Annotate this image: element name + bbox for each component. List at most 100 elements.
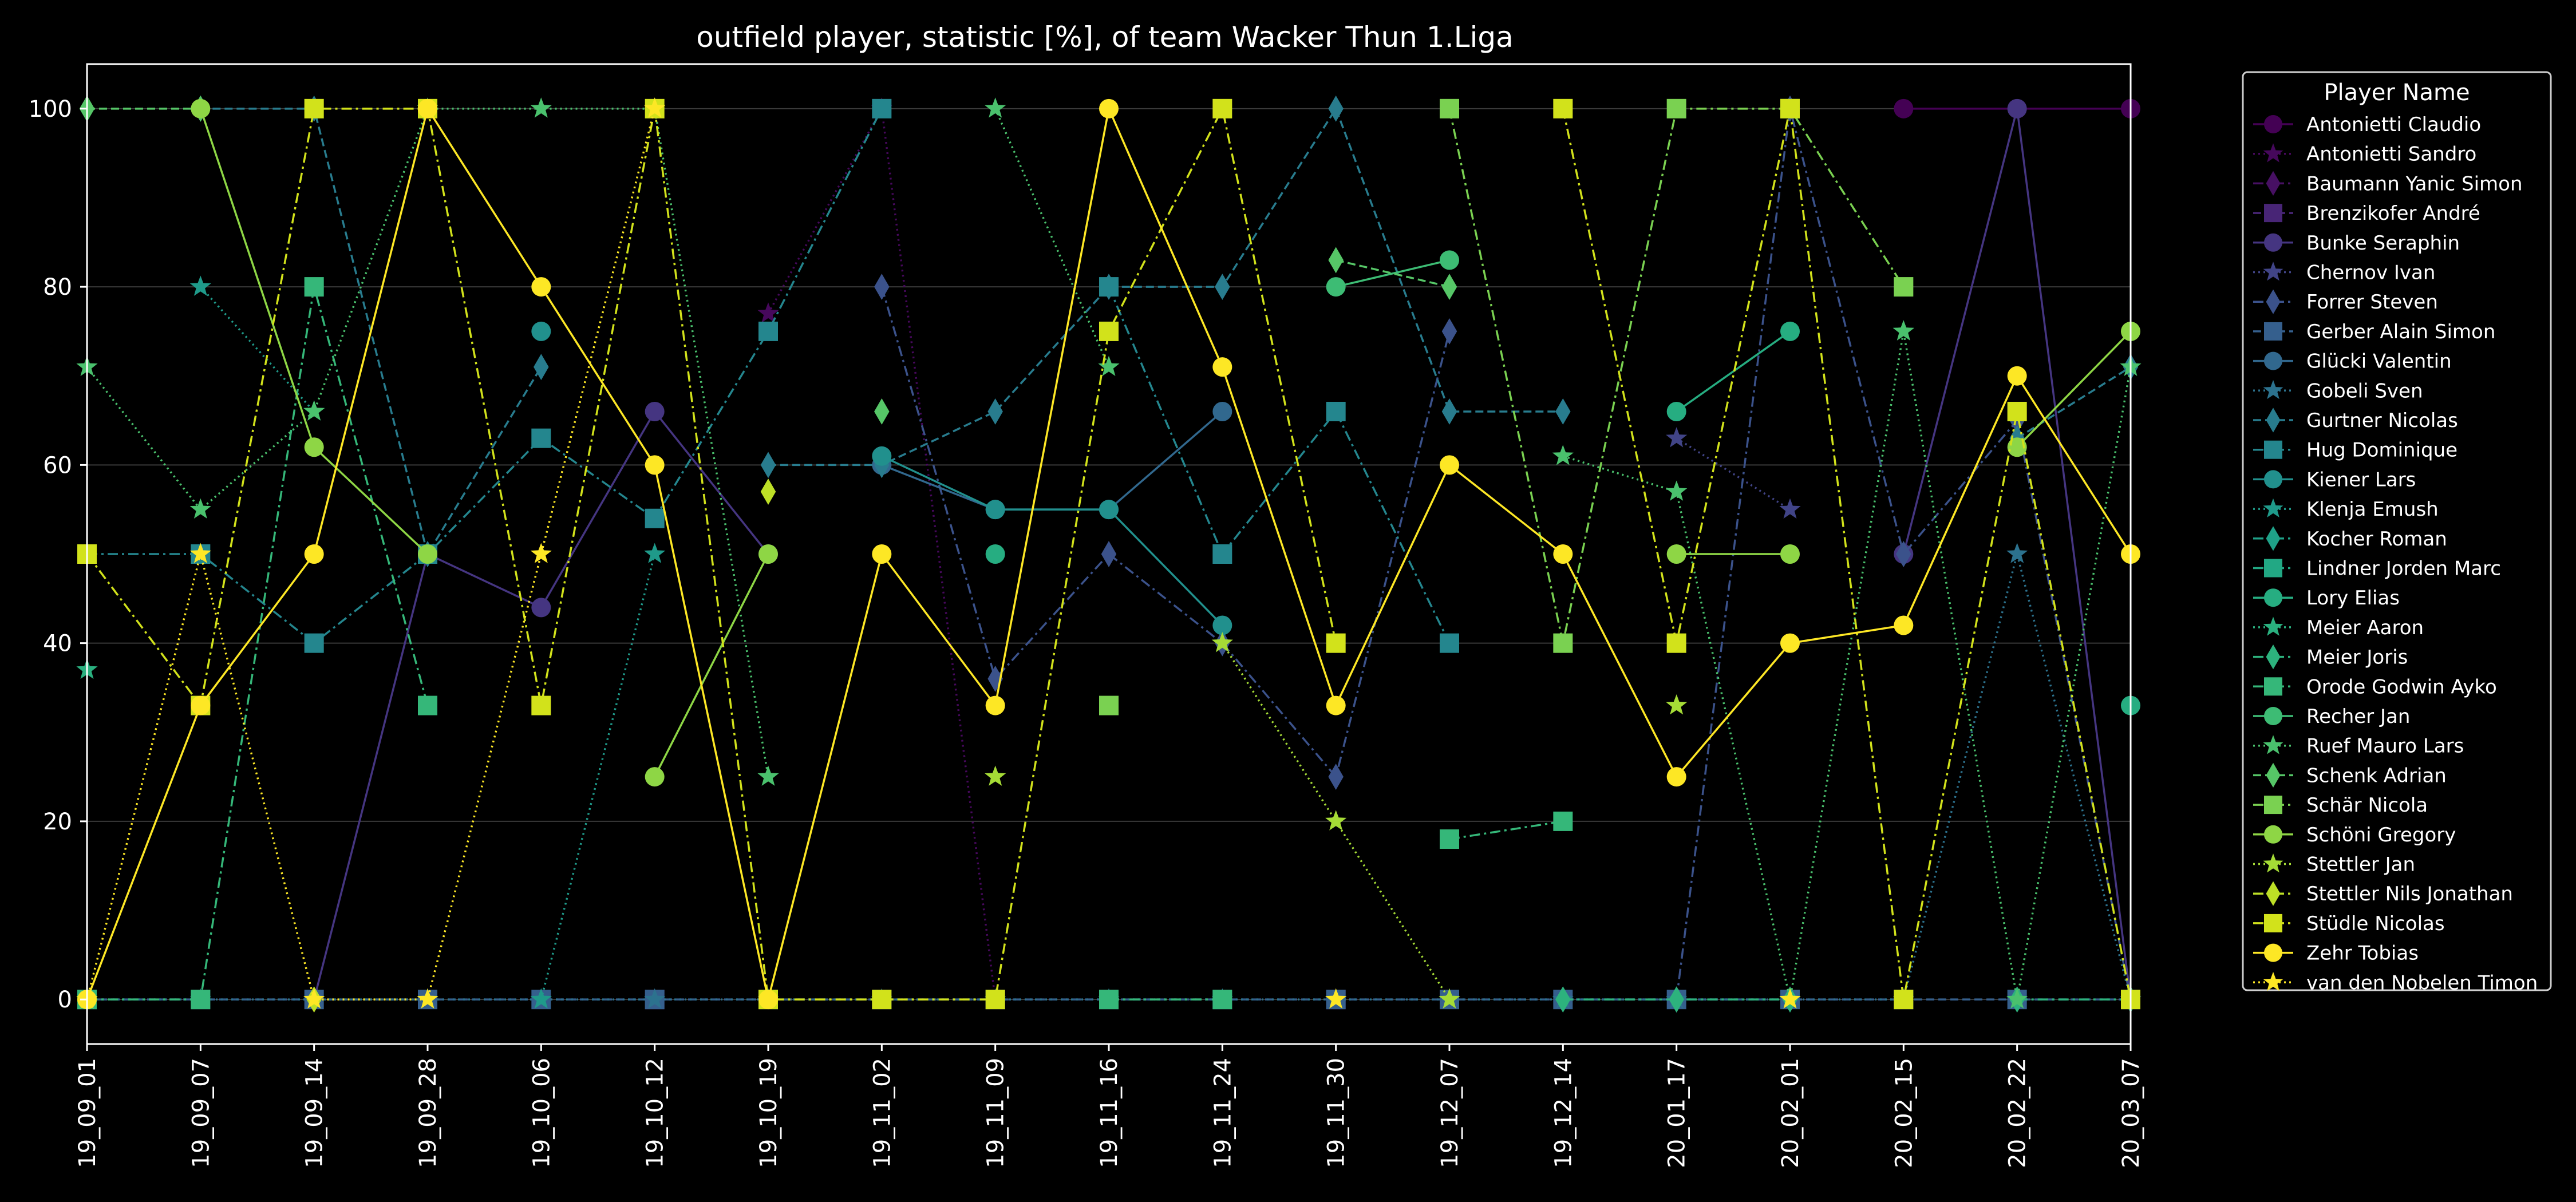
- x-tick-label: 19_11_02: [869, 1058, 895, 1168]
- data-point: [644, 988, 666, 1009]
- data-point: [872, 544, 892, 564]
- legend-marker-swatch: [2264, 440, 2282, 459]
- legend-item: Meier Aaron: [2253, 616, 2424, 639]
- data-point: [872, 446, 892, 466]
- data-point: [1779, 498, 1801, 519]
- data-point: [1325, 810, 1347, 831]
- legend-label: Recher Jan: [2306, 705, 2410, 728]
- data-point: [1099, 990, 1119, 1010]
- legend-marker-swatch: [2266, 408, 2281, 433]
- series-line: [1336, 259, 1450, 288]
- data-point: [1099, 98, 1119, 118]
- data-point: [1552, 445, 1574, 465]
- data-point: [1212, 615, 1232, 635]
- legend-label: Bunke Seraphin: [2306, 232, 2460, 255]
- data-point: [1780, 633, 1800, 653]
- series-line: [1562, 330, 2132, 1001]
- x-tick-label: 20_03_07: [2118, 1058, 2144, 1168]
- series-stettler-jan: [985, 632, 1688, 1009]
- legend-marker-swatch: [2264, 796, 2282, 814]
- legend-marker-swatch: [2264, 588, 2282, 607]
- legend-item: Kiener Lars: [2253, 468, 2416, 491]
- data-point: [304, 437, 324, 457]
- data-point: [189, 275, 211, 296]
- data-point: [987, 665, 1003, 692]
- data-point: [1212, 544, 1232, 564]
- series-line: [86, 108, 1337, 1001]
- data-point: [645, 508, 665, 528]
- legend-label: Glücki Valentin: [2306, 350, 2452, 373]
- data-point: [1441, 274, 1457, 300]
- legend-marker-swatch: [2263, 498, 2283, 517]
- legend-item: Orode Godwin Ayko: [2253, 675, 2497, 698]
- series-line: [880, 286, 1451, 778]
- data-point: [987, 398, 1003, 425]
- data-point: [1326, 277, 1346, 297]
- series-line: [2016, 330, 2132, 448]
- legend-marker-swatch: [2263, 735, 2283, 754]
- data-point: [2006, 988, 2028, 1009]
- legend-marker-swatch: [2264, 707, 2282, 725]
- legend-item: Lory Elias: [2253, 587, 2400, 610]
- legend-marker-swatch: [2264, 351, 2282, 370]
- data-point: [530, 97, 552, 118]
- series-line: [654, 553, 769, 777]
- legend-label: Schenk Adrian: [2306, 764, 2447, 787]
- legend-marker-swatch: [2264, 322, 2282, 341]
- data-point: [1215, 274, 1230, 300]
- data-point: [1328, 95, 1344, 122]
- legend-item: Schöni Gregory: [2253, 824, 2456, 847]
- series-zehr-tobias: [77, 98, 2140, 1010]
- data-point: [1780, 544, 1800, 564]
- data-point: [1441, 318, 1457, 345]
- legend-marker-swatch: [2263, 971, 2283, 991]
- data-point: [760, 479, 776, 505]
- legend-item: Stettler Jan: [2253, 853, 2415, 876]
- data-point: [418, 98, 437, 118]
- legend-marker-swatch: [2266, 762, 2281, 788]
- y-tick-label: 0: [58, 987, 72, 1013]
- data-point: [531, 321, 551, 341]
- data-point: [1441, 398, 1457, 425]
- series-line: [1108, 286, 1451, 644]
- data-point: [644, 543, 666, 563]
- data-point: [1779, 988, 1801, 1009]
- data-point: [530, 988, 552, 1009]
- legend-item: Chernov Ivan: [2253, 262, 2435, 284]
- data-point: [1328, 247, 1344, 274]
- legend-label: Forrer Steven: [2306, 291, 2438, 314]
- data-point: [1212, 990, 1232, 1010]
- data-point: [1099, 321, 1119, 341]
- legend-label: Baumann Yanic Simon: [2306, 172, 2523, 195]
- legend-label: Chernov Ivan: [2306, 262, 2435, 284]
- data-point: [189, 498, 211, 519]
- legend-label: Zehr Tobias: [2306, 942, 2419, 965]
- legend-item: Gobeli Sven: [2253, 379, 2423, 402]
- x-tick-label: 19_09_07: [188, 1058, 214, 1168]
- legend-item: Hug Dominique: [2253, 439, 2458, 462]
- legend-marker-swatch: [2264, 233, 2282, 252]
- data-point: [1780, 98, 1800, 118]
- data-point: [1666, 544, 1686, 564]
- data-point: [985, 500, 1005, 520]
- data-point: [1896, 541, 1911, 567]
- data-point: [1555, 398, 1571, 425]
- y-axis: 0 20 40 60 80 100: [29, 96, 87, 1013]
- data-point: [1326, 695, 1346, 715]
- legend-item: Zehr Tobias: [2253, 942, 2419, 965]
- legend-label: Gurtner Nicolas: [2306, 409, 2458, 432]
- data-point: [757, 765, 779, 786]
- data-point: [531, 277, 551, 297]
- legend-item: Baumann Yanic Simon: [2253, 171, 2523, 196]
- data-point: [644, 97, 666, 118]
- x-tick-label: 19_11_24: [1210, 1058, 1236, 1168]
- legend-item: Stettler Nils Jonathan: [2253, 881, 2513, 906]
- data-point: [531, 695, 551, 715]
- data-point: [1893, 320, 1914, 341]
- data-point: [1326, 633, 1346, 653]
- data-point: [531, 598, 551, 618]
- series-line: [1449, 820, 1563, 840]
- data-point: [1328, 764, 1344, 790]
- data-point: [304, 277, 324, 297]
- data-point: [1894, 990, 1914, 1010]
